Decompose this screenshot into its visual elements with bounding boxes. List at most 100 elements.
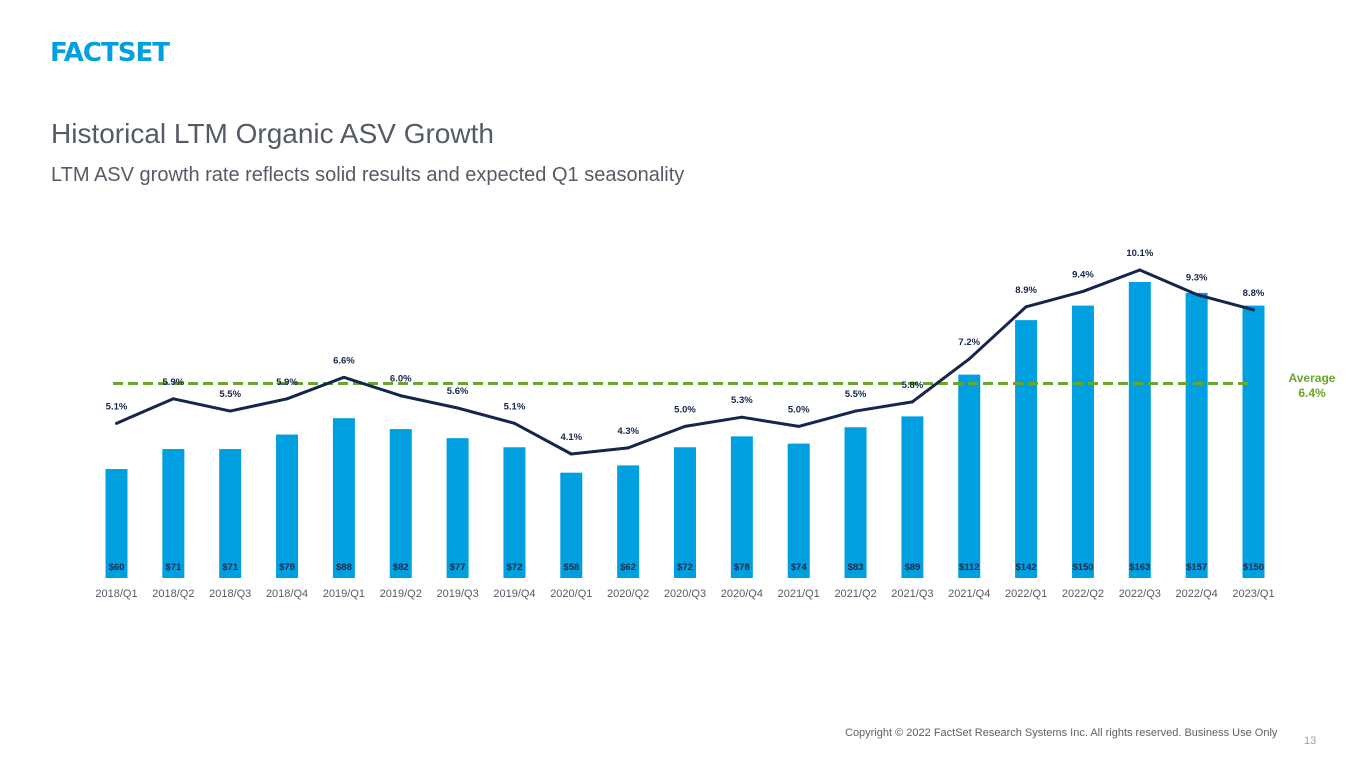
growth-point-2023/Q1	[1252, 308, 1255, 312]
bar-2022/Q3	[1128, 282, 1151, 578]
average-value-label: 6.4%	[1298, 386, 1326, 400]
bar-value-label: $78	[734, 562, 750, 573]
bar-value-label: $82	[393, 562, 409, 573]
bar-2021/Q4	[958, 374, 981, 578]
bar-2018/Q2	[162, 449, 185, 578]
growth-point-2018/Q4	[285, 397, 289, 401]
bar-2022/Q1	[1015, 320, 1038, 578]
growth-point-2020/Q4	[740, 415, 744, 419]
bar-value-label: $58	[563, 562, 579, 573]
factset-logo: FACTSET	[50, 38, 170, 68]
bar-value-label: $77	[450, 562, 466, 573]
x-tick-label: 2019/Q3	[436, 588, 478, 600]
bar-2019/Q1	[332, 418, 355, 578]
growth-point-2022/Q3	[1138, 268, 1142, 272]
growth-point-2020/Q3	[683, 424, 687, 428]
growth-value-label: 5.6%	[447, 386, 469, 397]
x-tick-label: 2020/Q4	[721, 588, 763, 600]
growth-value-label: 7.2%	[958, 337, 980, 348]
x-tick-label: 2020/Q2	[607, 588, 649, 600]
growth-point-2019/Q1	[342, 375, 346, 379]
page-subtitle: LTM ASV growth rate reflects solid resul…	[51, 164, 685, 186]
bar-2022/Q2	[1071, 305, 1094, 578]
growth-value-label: 5.9%	[163, 377, 185, 388]
growth-point-2021/Q4	[967, 357, 971, 361]
x-tick-label: 2022/Q3	[1119, 588, 1161, 600]
x-tick-label: 2022/Q1	[1005, 588, 1047, 600]
growth-point-2021/Q3	[910, 400, 914, 404]
bar-2023/Q1	[1242, 305, 1265, 578]
growth-value-label: 10.1%	[1126, 248, 1153, 259]
x-tick-label: 2018/Q2	[152, 588, 194, 600]
x-tick-label: 2021/Q4	[948, 588, 990, 600]
growth-value-label: 5.3%	[731, 395, 753, 406]
growth-value-label: 8.8%	[1243, 288, 1265, 299]
bar-2020/Q4	[730, 436, 753, 578]
x-tick-label: 2022/Q2	[1062, 588, 1104, 600]
bar-2022/Q4	[1185, 292, 1208, 578]
bar-2019/Q3	[446, 438, 469, 578]
growth-value-label: 5.1%	[106, 401, 128, 412]
bar-value-label: $89	[904, 562, 920, 573]
growth-point-2018/Q1	[115, 421, 118, 425]
growth-value-label: 5.8%	[902, 380, 924, 391]
bar-value-label: $142	[1016, 562, 1037, 573]
bar-value-label: $72	[507, 562, 523, 573]
bar-value-label: $112	[959, 562, 980, 573]
growth-point-2019/Q3	[456, 406, 460, 410]
x-tick-label: 2022/Q4	[1176, 588, 1218, 600]
bar-value-label: $60	[109, 562, 125, 573]
x-tick-label: 2021/Q2	[834, 588, 876, 600]
growth-value-label: 6.6%	[333, 355, 355, 366]
growth-value-label: 5.9%	[276, 377, 298, 388]
growth-value-label: 5.0%	[788, 404, 810, 415]
bar-value-label: $150	[1072, 562, 1093, 573]
growth-point-2021/Q1	[797, 424, 801, 428]
growth-point-2022/Q1	[1024, 305, 1028, 309]
bar-2021/Q3	[901, 416, 924, 578]
bar-2021/Q2	[844, 427, 867, 578]
growth-point-2022/Q4	[1195, 293, 1199, 297]
bar-2019/Q2	[389, 429, 412, 578]
growth-value-label: 9.3%	[1186, 273, 1208, 284]
x-tick-label: 2020/Q1	[550, 588, 592, 600]
bar-2021/Q1	[787, 443, 810, 578]
bar-value-label: $71	[165, 562, 182, 573]
growth-point-2022/Q2	[1081, 289, 1085, 293]
bar-2020/Q1	[560, 472, 583, 578]
growth-point-2019/Q4	[512, 421, 516, 425]
x-tick-label: 2021/Q3	[891, 588, 933, 600]
growth-value-label: 9.4%	[1072, 269, 1094, 280]
growth-value-label: 5.0%	[674, 404, 696, 415]
bar-2018/Q3	[219, 449, 242, 578]
x-tick-label: 2023/Q1	[1232, 588, 1274, 600]
x-tick-label: 2019/Q2	[380, 588, 422, 600]
bar-2018/Q4	[276, 434, 299, 578]
growth-point-2021/Q2	[854, 409, 858, 413]
bar-value-label: $83	[848, 562, 864, 573]
x-tick-label: 2019/Q4	[493, 588, 535, 600]
growth-point-2018/Q2	[171, 397, 175, 401]
growth-point-2020/Q1	[569, 452, 573, 456]
page-number: 13	[1304, 735, 1317, 747]
x-tick-label: 2018/Q4	[266, 588, 308, 600]
growth-point-2018/Q3	[228, 409, 232, 413]
bar-value-label: $79	[279, 562, 295, 573]
copyright-notice: Copyright © 2022 FactSet Research System…	[845, 727, 1278, 739]
growth-value-label: 6.0%	[390, 374, 412, 385]
average-label: Average	[1289, 371, 1336, 385]
bar-value-label: $62	[620, 562, 636, 573]
bar-value-label: $157	[1186, 562, 1207, 573]
x-tick-label: 2021/Q1	[778, 588, 820, 600]
growth-point-2020/Q2	[626, 446, 630, 450]
growth-value-label: 4.1%	[560, 432, 582, 443]
bar-2020/Q3	[674, 447, 696, 578]
bar-value-label: $72	[677, 562, 693, 573]
growth-value-label: 8.9%	[1015, 285, 1037, 296]
growth-value-label: 5.5%	[219, 389, 241, 400]
bar-2020/Q2	[617, 465, 640, 578]
growth-value-label: 5.1%	[504, 401, 526, 412]
growth-point-2019/Q2	[399, 394, 403, 398]
x-tick-label: 2019/Q1	[323, 588, 365, 600]
